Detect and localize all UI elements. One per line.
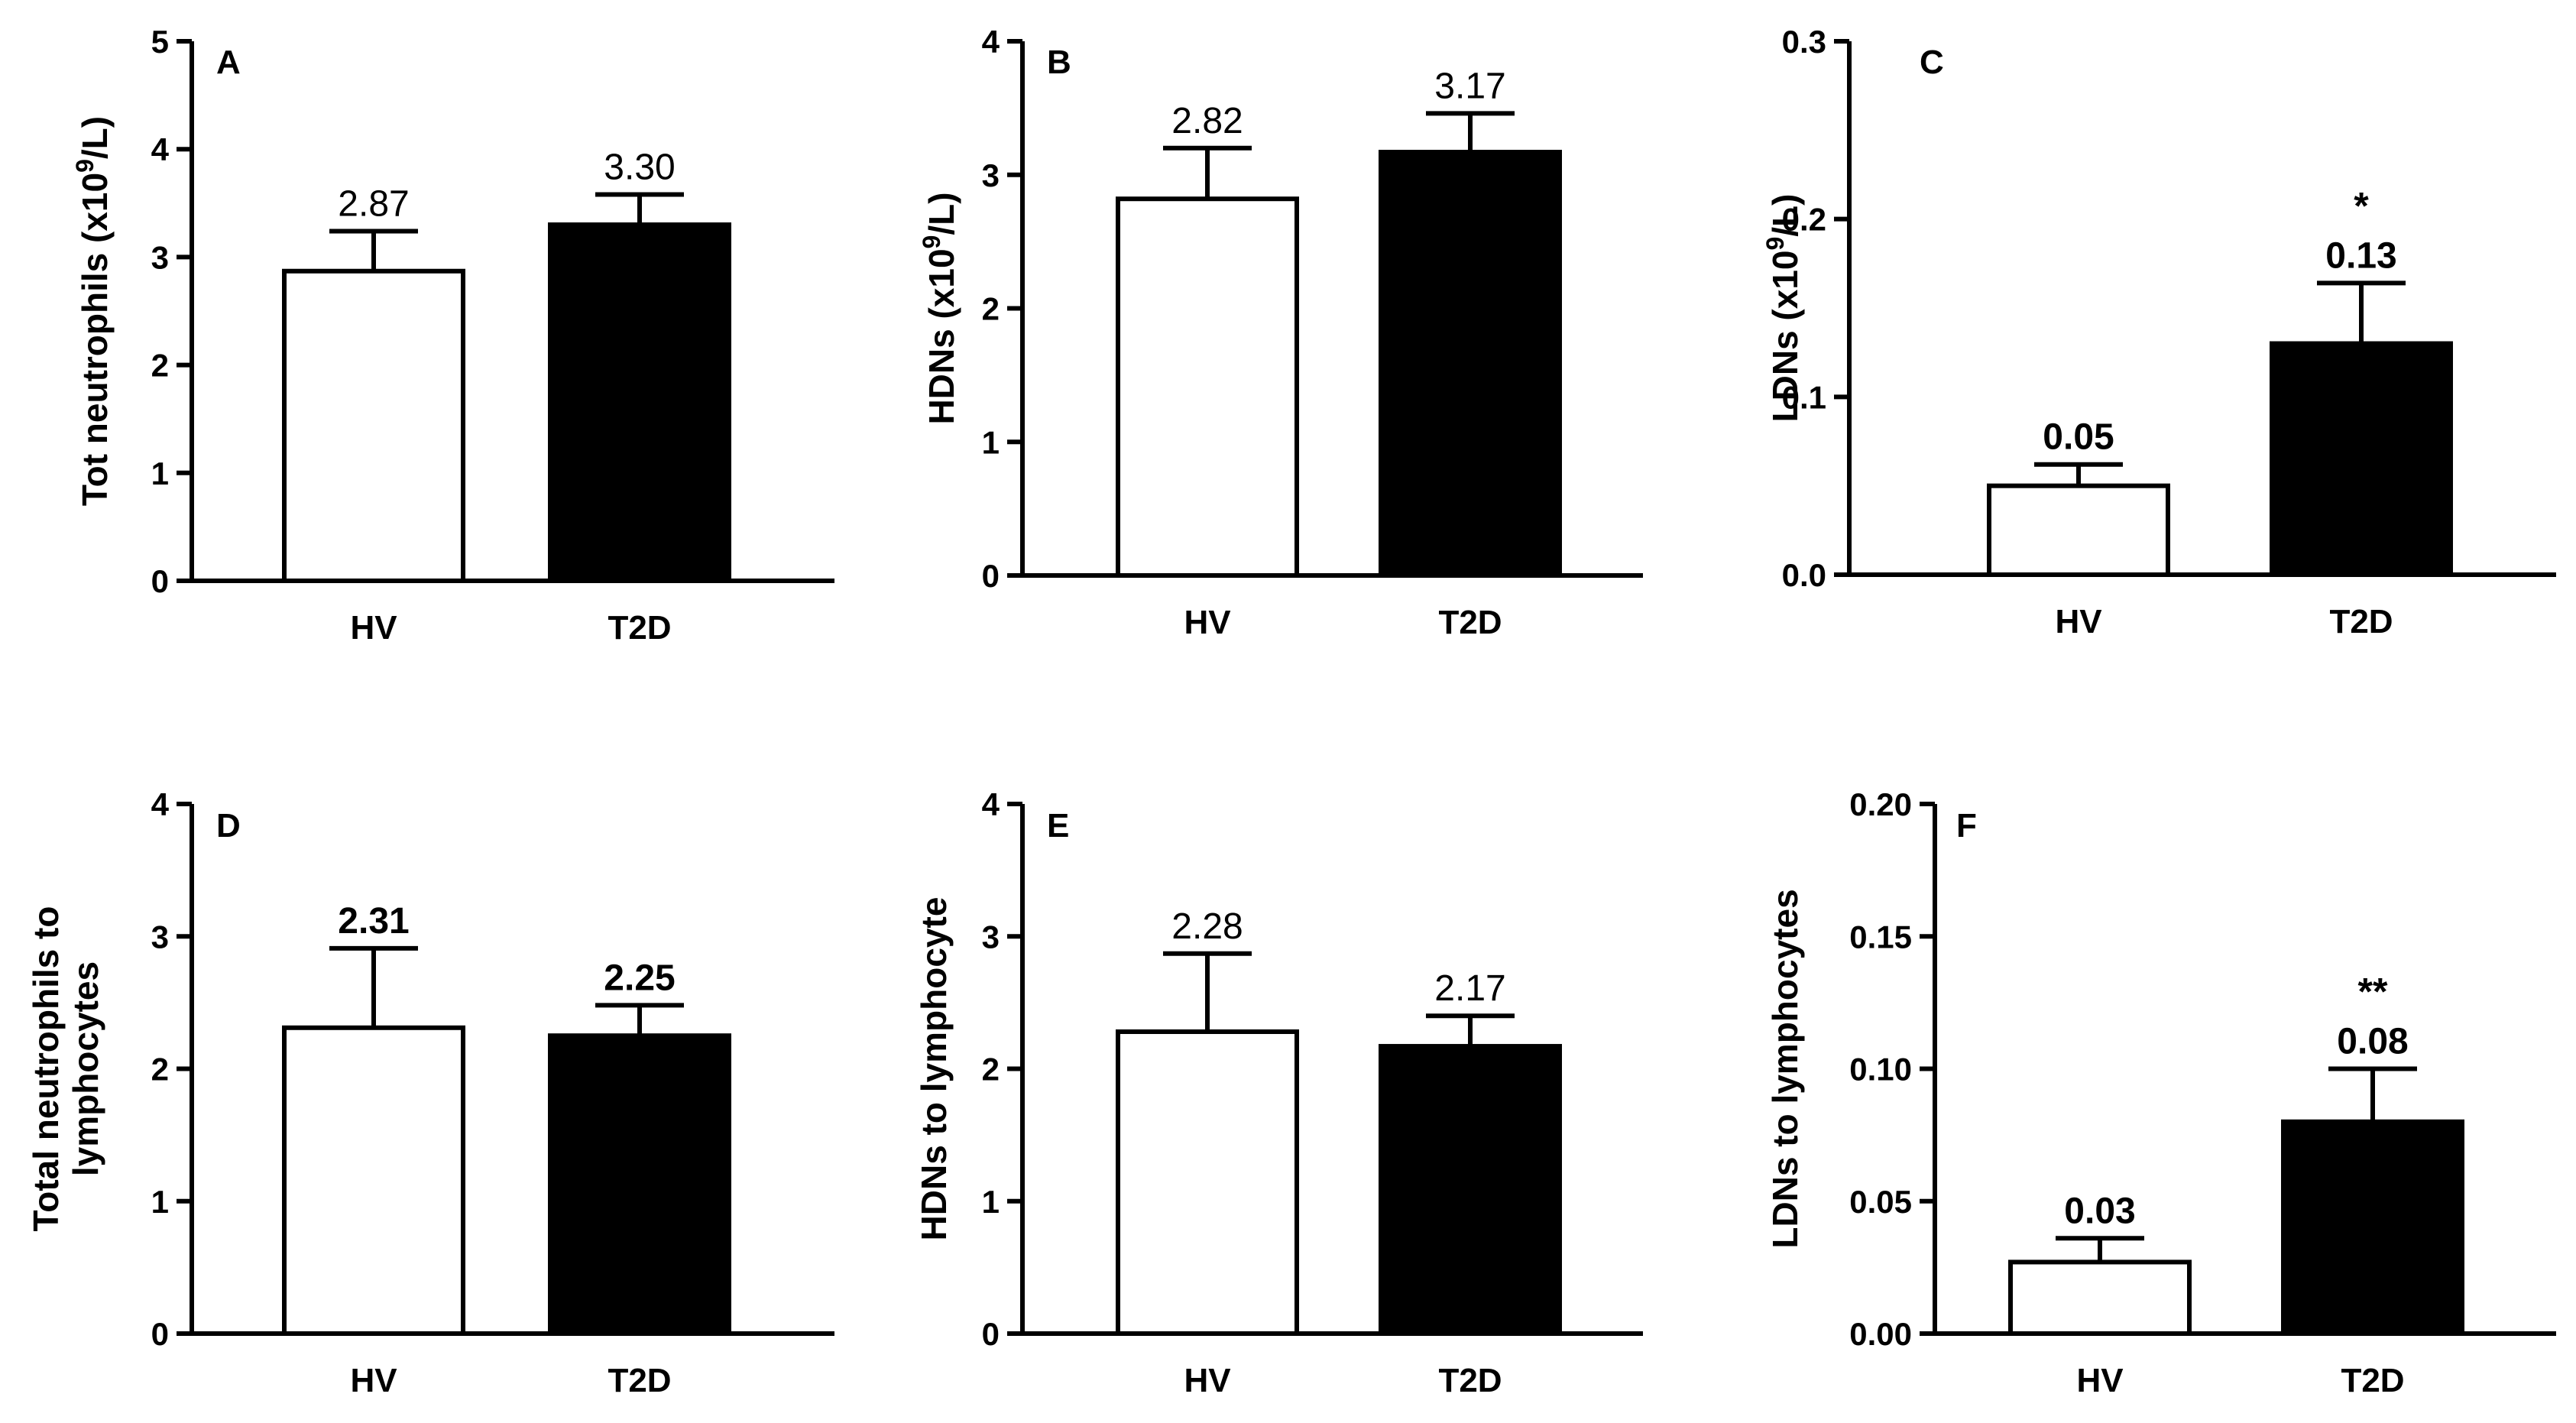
x-category-label: HV <box>1184 604 1231 641</box>
value-label: 2.25 <box>604 958 675 998</box>
y-axis-label: HDNs (x109/L) <box>918 192 961 424</box>
y-tick-label: 0.1 <box>1782 379 1826 415</box>
bar-t2d <box>2270 341 2453 577</box>
bar-t2d <box>1379 1044 1562 1336</box>
bar-hv <box>1116 196 1299 578</box>
x-category-label: T2D <box>2341 1362 2404 1399</box>
y-tick-label: 3 <box>151 919 169 955</box>
chart-panel-e: 0 1 2 3 4 E HDNs to lymphocyte 2.28 HV 2.17 T2D <box>914 786 1643 1399</box>
y-tick-label: 0.0 <box>1782 557 1826 593</box>
significance-marker: * <box>2354 184 2369 227</box>
value-label: 2.87 <box>338 184 409 225</box>
y-tick-label: 1 <box>982 424 1000 460</box>
x-category-label: T2D <box>1438 1362 1502 1399</box>
panel-label: D <box>216 807 241 844</box>
y-tick-label: 1 <box>151 455 169 491</box>
bar-hv <box>1987 483 2170 578</box>
y-tick-label: 2 <box>982 291 1000 327</box>
y-tick-label: 0.20 <box>1849 786 1912 822</box>
panel-label: E <box>1047 807 1069 844</box>
chart-panel-d: 0 1 2 3 4 D Total neutrophils to lymphocytes 2.3… <box>26 786 834 1399</box>
y-tick-label: 2 <box>151 1052 169 1088</box>
y-tick-label: 2 <box>982 1052 1000 1088</box>
y-axis-label: Total neutrophils to <box>26 906 66 1232</box>
y-axis-label: lymphocytes <box>66 961 105 1176</box>
value-label: 0.13 <box>2325 235 2396 276</box>
y-tick-label: 0.3 <box>1782 24 1826 60</box>
bar-hv <box>1116 1029 1299 1336</box>
x-category-label: T2D <box>2329 603 2393 640</box>
x-category-label: T2D <box>1438 604 1502 641</box>
y-tick-label: 2 <box>151 348 169 384</box>
y-tick-label: 0 <box>982 1316 1000 1352</box>
x-category-label: T2D <box>608 609 671 647</box>
chart-panel-c: 0.0 0.1 0.2 0.3 C LDNs (x109/L) 0.05 HV 0.13 * T2D <box>1761 24 2556 640</box>
y-tick-label: 0.15 <box>1849 919 1912 955</box>
y-tick-label: 0.10 <box>1849 1052 1912 1088</box>
panel-label: F <box>1956 807 1977 844</box>
significance-marker: ** <box>2358 971 2388 1013</box>
y-tick-label: 4 <box>982 24 1000 60</box>
x-category-label: HV <box>350 1362 397 1399</box>
value-label: 3.30 <box>604 147 675 188</box>
x-category-label: T2D <box>608 1362 671 1399</box>
y-tick-label: 0 <box>151 563 169 599</box>
value-label: 2.82 <box>1171 101 1243 141</box>
bar-t2d <box>1379 150 1562 579</box>
y-tick-label: 3 <box>982 157 1000 193</box>
bar-hv <box>282 268 465 583</box>
x-category-label: HV <box>2076 1362 2124 1399</box>
y-tick-label: 4 <box>151 786 170 822</box>
y-axis-label: HDNs to lymphocyte <box>914 897 954 1241</box>
y-tick-label: 1 <box>982 1184 1000 1220</box>
y-axis-label: Tot neutrophils (x109/L) <box>71 116 115 506</box>
chart-panel-f: 0.00 0.05 0.10 0.15 0.20 F LDNs to lymphocytes… <box>1765 786 2556 1399</box>
y-tick-label: 0 <box>151 1316 169 1352</box>
y-tick-label: 5 <box>151 24 169 60</box>
y-axis-label: LDNs (x109/L) <box>1761 194 1805 423</box>
y-tick-label: 0.2 <box>1782 202 1826 238</box>
bar-t2d <box>548 222 731 583</box>
value-label: 2.17 <box>1434 968 1505 1009</box>
y-tick-label: 0 <box>982 558 1000 594</box>
chart-panel-a: 0 1 2 3 4 5 A Tot neutrophils (x109/L) 2.87 HV 3.3… <box>71 24 834 647</box>
bar-t2d <box>548 1033 731 1336</box>
x-category-label: HV <box>1184 1362 1231 1399</box>
y-tick-label: 0.05 <box>1849 1184 1912 1220</box>
value-label: 3.17 <box>1434 66 1505 106</box>
x-category-label: HV <box>350 609 397 647</box>
y-axis-label: LDNs to lymphocytes <box>1765 889 1805 1248</box>
chart-panel-b: 0 1 2 3 4 B HDNs (x109/L) 2.82 HV 3.17 T2D <box>918 24 1643 641</box>
bar-t2d <box>2281 1119 2464 1337</box>
panel-label: B <box>1047 44 1071 81</box>
y-tick-label: 1 <box>151 1184 169 1220</box>
value-label: 0.03 <box>2064 1191 2135 1231</box>
x-category-label: HV <box>2055 603 2102 640</box>
value-label: 2.28 <box>1171 906 1243 947</box>
y-tick-label: 0.00 <box>1849 1316 1912 1352</box>
y-tick-label: 3 <box>151 239 169 275</box>
value-label: 2.31 <box>338 901 409 942</box>
y-tick-label: 4 <box>982 786 1000 822</box>
y-tick-label: 3 <box>982 919 1000 955</box>
bar-hv <box>282 1025 465 1336</box>
panel-label: A <box>216 44 241 81</box>
panel-label: C <box>1920 44 1944 81</box>
value-label: 0.08 <box>2337 1022 2408 1062</box>
y-tick-label: 4 <box>151 131 170 167</box>
bar-hv <box>2008 1259 2192 1336</box>
value-label: 0.05 <box>2043 417 2114 458</box>
